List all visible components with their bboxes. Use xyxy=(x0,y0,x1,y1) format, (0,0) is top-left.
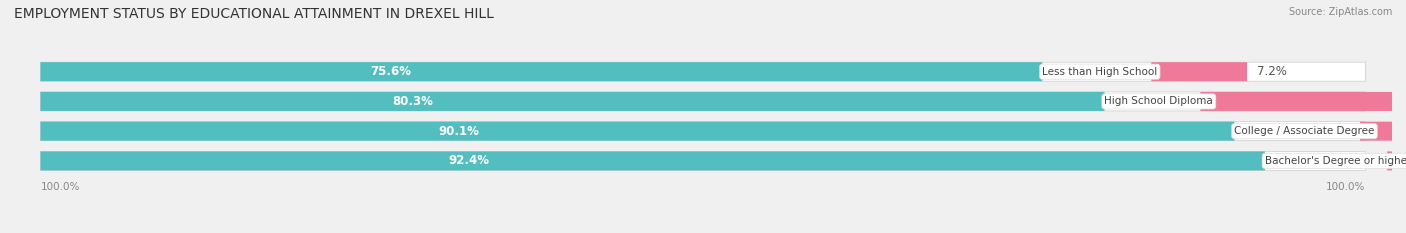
Text: 92.4%: 92.4% xyxy=(449,154,489,168)
FancyBboxPatch shape xyxy=(1388,151,1406,170)
Text: EMPLOYMENT STATUS BY EDUCATIONAL ATTAINMENT IN DREXEL HILL: EMPLOYMENT STATUS BY EDUCATIONAL ATTAINM… xyxy=(14,7,494,21)
Text: Bachelor's Degree or higher: Bachelor's Degree or higher xyxy=(1265,156,1406,166)
Text: College / Associate Degree: College / Associate Degree xyxy=(1234,126,1375,136)
FancyBboxPatch shape xyxy=(41,151,1265,170)
Text: 100.0%: 100.0% xyxy=(1326,182,1365,192)
FancyBboxPatch shape xyxy=(1152,62,1247,81)
Text: 75.6%: 75.6% xyxy=(371,65,412,78)
Text: High School Diploma: High School Diploma xyxy=(1105,96,1213,106)
Text: 90.1%: 90.1% xyxy=(437,125,479,138)
FancyBboxPatch shape xyxy=(1360,122,1406,141)
FancyBboxPatch shape xyxy=(41,122,1365,141)
FancyBboxPatch shape xyxy=(41,151,1365,170)
Text: 80.3%: 80.3% xyxy=(392,95,433,108)
Text: 100.0%: 100.0% xyxy=(41,182,80,192)
FancyBboxPatch shape xyxy=(41,122,1234,141)
Text: Less than High School: Less than High School xyxy=(1042,67,1157,77)
FancyBboxPatch shape xyxy=(1201,92,1406,111)
Legend: In Labor Force, Unemployed: In Labor Force, Unemployed xyxy=(595,230,811,233)
FancyBboxPatch shape xyxy=(41,62,1365,81)
FancyBboxPatch shape xyxy=(41,92,1365,111)
FancyBboxPatch shape xyxy=(41,92,1105,111)
Text: 7.2%: 7.2% xyxy=(1257,65,1288,78)
FancyBboxPatch shape xyxy=(41,62,1042,81)
Text: Source: ZipAtlas.com: Source: ZipAtlas.com xyxy=(1288,7,1392,17)
